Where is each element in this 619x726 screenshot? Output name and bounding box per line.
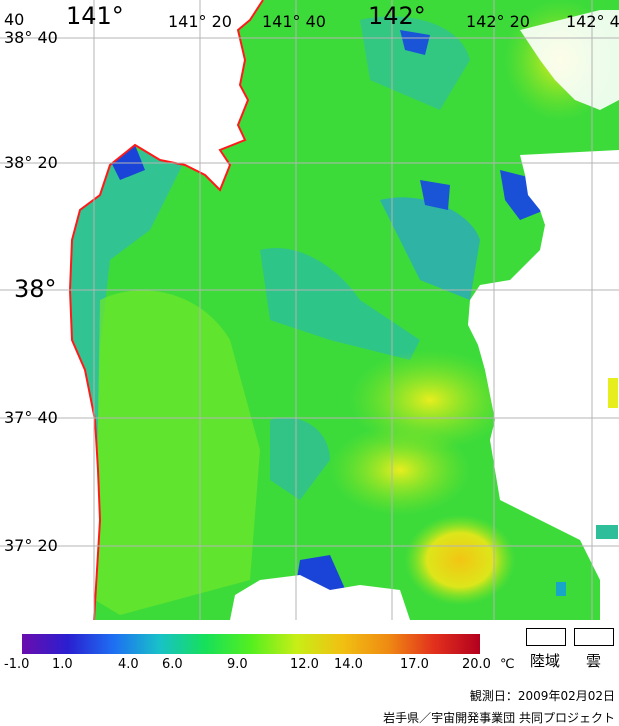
tick-label: 4.0 <box>118 657 139 672</box>
lon-label-142-40: 142° 4 <box>566 12 619 31</box>
cool-channel-3 <box>360 16 470 110</box>
lat-label-38-20: 38° 20 <box>4 153 58 172</box>
tick-label: 12.0 <box>290 657 319 672</box>
coastal-cool-band <box>70 150 190 620</box>
lon-label-142: 142° <box>368 2 426 30</box>
observation-date: 観測日：2009年02月02日 <box>469 689 615 703</box>
lon-label-142-20: 142° 20 <box>466 12 530 31</box>
cool-channel-2 <box>380 197 480 300</box>
warm-patch-3 <box>405 515 515 605</box>
sea-fleck-3 <box>556 582 566 596</box>
cloud-east <box>468 150 619 620</box>
warm-patch-1 <box>350 350 510 450</box>
credit-line: 岩手県／宇宙開発事業団 共同プロジェクト <box>383 711 615 725</box>
lat-label-38-40: 38° 40 <box>4 28 58 47</box>
land-legend-label: 陸域 <box>530 652 561 670</box>
cold-spot-5 <box>400 30 430 55</box>
grid-lines <box>0 0 619 620</box>
cloud-legend-swatch <box>574 628 614 646</box>
tick-label: 6.0 <box>162 657 183 672</box>
tick-label: 9.0 <box>227 657 248 672</box>
inner-warm-band <box>95 290 260 615</box>
tick-label: 20.0 <box>462 657 491 672</box>
lon-label-141-40: 141° 40 <box>262 12 326 31</box>
lon-label-141-40w: 40 <box>4 10 25 29</box>
sea-fleck-1 <box>608 378 618 408</box>
cool-channel-4 <box>270 417 330 500</box>
tick-label: 14.0 <box>334 657 363 672</box>
land-mainland <box>0 0 263 620</box>
lon-label-141: 141° <box>66 2 124 30</box>
cool-channel <box>260 248 420 360</box>
cloud-legend-label: 雲 <box>586 652 602 670</box>
cloud-northeast <box>520 10 619 110</box>
lat-label-37-20: 37° 20 <box>4 536 58 555</box>
lat-label-37-40: 37° 40 <box>4 408 58 427</box>
cold-spot-4 <box>420 180 450 210</box>
temperature-colorbar <box>22 634 480 654</box>
coastline <box>68 0 264 620</box>
cloud-south <box>230 575 410 620</box>
tick-label: -1.0 <box>4 657 30 672</box>
land-legend-swatch <box>526 628 566 646</box>
sst-map <box>0 0 619 620</box>
tick-label: 1.0 <box>52 657 73 672</box>
warm-patch-2 <box>330 425 470 515</box>
sea-fleck-2 <box>596 525 618 539</box>
tick-label: 17.0 <box>400 657 429 672</box>
lat-label-38: 38° <box>14 275 57 303</box>
lon-label-141-20: 141° 20 <box>168 12 232 31</box>
unit-label: ℃ <box>500 657 515 672</box>
